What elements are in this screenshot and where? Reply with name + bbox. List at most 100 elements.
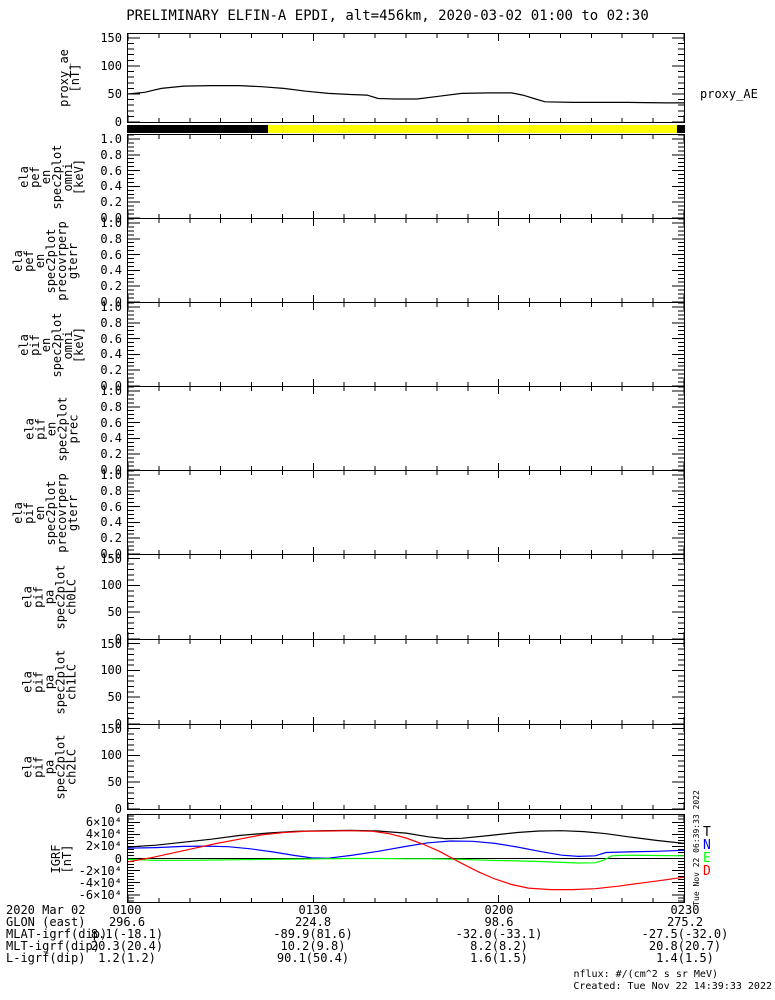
series-T xyxy=(128,829,684,848)
bar-segment xyxy=(676,125,685,133)
y-tick-label: 0 xyxy=(114,632,122,646)
panel-label-line: [nT] xyxy=(60,844,74,873)
y-tick-label: 1.0 xyxy=(100,383,122,398)
axis-row-value: 1.4(1.5) xyxy=(656,951,714,965)
y-tick-label: 0.2 xyxy=(100,447,122,462)
y-tick-label: 2×10⁴ xyxy=(85,839,122,854)
panel-ela_pif_en_spec2plot_omni xyxy=(127,302,685,387)
panel-canvas-ela_pif_en_spec2plot_prec xyxy=(128,387,684,470)
axis-row-value: 296.6 xyxy=(108,915,146,929)
axis-row-value: -89.9(81.6) xyxy=(273,927,353,941)
igrf-legend-entry-E: E xyxy=(703,851,711,866)
panel-proxy_ae xyxy=(127,33,685,123)
y-tick-label: 0.2 xyxy=(100,279,122,294)
y-tick-label: 100 xyxy=(100,578,122,593)
y-tick-label: 1.0 xyxy=(100,467,122,482)
panel-label-igrf: IGRF [nT] xyxy=(49,844,74,873)
series-N xyxy=(128,840,684,859)
y-tick-label: 0.6 xyxy=(100,499,122,514)
y-tick-label: 0.4 xyxy=(100,515,122,530)
panel-label-line: prec xyxy=(66,414,81,443)
y-tick-label: 0.6 xyxy=(100,247,122,262)
axis-row-value: -27.5(-32.0) xyxy=(641,927,729,941)
y-tick-label: 0.2 xyxy=(100,531,122,546)
y-tick-label: 0.4 xyxy=(100,179,122,194)
panel-igrf xyxy=(127,814,685,903)
vertical-timestamp: Tue Nov 22 06:39:33 2022 xyxy=(692,790,701,906)
y-tick-label: 50 xyxy=(107,775,122,790)
axis-row-value: 10.2(9.8) xyxy=(280,939,346,953)
axis-row-label: 2020 Mar 02 xyxy=(6,903,86,917)
panel-label-ela_pif_pa_spec2plot_ch0LC: ela pif pa spec2plot ch0LC xyxy=(21,564,79,629)
page-title: PRELIMINARY ELFIN-A EPDI, alt=456km, 202… xyxy=(126,8,649,24)
panel-label-line: ch2LC xyxy=(64,748,79,786)
panel-label-line: ch1LC xyxy=(64,663,79,701)
panel-label-ela_pif_pa_spec2plot_ch2LC: ela pif pa spec2plot ch2LC xyxy=(21,734,79,799)
panel-canvas-ela_pif_pa_spec2plot_ch2LC xyxy=(128,725,684,809)
y-tick-label: 0.6 xyxy=(100,331,122,346)
y-tick-label: 0.4 xyxy=(100,263,122,278)
y-tick-label: 0.0 xyxy=(100,295,122,309)
y-tick-label: 6×10⁴ xyxy=(85,815,122,830)
y-tick-label: 0.2 xyxy=(100,195,122,210)
axis-row-value: 275.2 xyxy=(666,915,704,929)
y-tick-label: 0.0 xyxy=(100,463,122,477)
panel-label-line: [keV] xyxy=(72,158,86,195)
axis-row-value: 224.8 xyxy=(294,915,332,929)
igrf-legend-entry-D: D xyxy=(703,864,711,879)
y-tick-label: 100 xyxy=(100,58,122,73)
series-D xyxy=(128,830,684,891)
panel-ela_pif_spec2plot_precovrperp_gterr xyxy=(127,470,685,555)
axis-row-value: 98.6 xyxy=(484,915,514,929)
created-timestamp: Created: Tue Nov 22 14:39:33 2022 xyxy=(573,981,772,992)
y-tick-label: 0.4 xyxy=(100,431,122,446)
y-tick-label: 0.0 xyxy=(100,379,122,393)
y-tick-label: 0 xyxy=(114,802,122,816)
panel-label-line: gterr xyxy=(66,242,80,279)
panel-label-line: [nT] xyxy=(68,63,82,93)
y-tick-label: 0.8 xyxy=(100,315,122,330)
axis-row-value: 1.6(1.5) xyxy=(470,951,528,965)
panel-canvas-ela_pef_en_spec2plot_omni xyxy=(128,135,684,218)
panel-ela_pef_en_spec2plot_omni xyxy=(127,134,685,219)
axis-row-value: 0100 xyxy=(112,903,142,917)
y-tick-label: 1.0 xyxy=(100,131,122,146)
panel-label-ela_pef_en_spec2plot_omni: ela pef en spec2plot omni [keV] xyxy=(17,144,86,209)
y-tick-label: 150 xyxy=(100,636,122,651)
y-tick-label: 0.2 xyxy=(100,363,122,378)
panel-canvas-ela_pif_spec2plot_precovrperp_gterr xyxy=(128,471,684,554)
y-tick-label: 0.8 xyxy=(100,399,122,414)
panel-label-ela_pef_spec2plot_precovrperp_gterr: ela pef en spec2plot precovrperp gterr xyxy=(11,221,80,300)
y-tick-label: 0 xyxy=(114,851,122,866)
axis-row-value: -32.0(-33.1) xyxy=(455,927,543,941)
panel-label-ela_pif_en_spec2plot_omni: ela pif en spec2plot omni [keV] xyxy=(17,312,86,377)
panel-label-line: gterr xyxy=(66,494,80,531)
y-tick-label: -4×10⁴ xyxy=(78,875,122,890)
panel-ela_pif_pa_spec2plot_ch0LC xyxy=(127,554,685,640)
series-E xyxy=(128,854,684,864)
axis-row-label: GLON (east) xyxy=(6,915,86,929)
panel-canvas-ela_pef_spec2plot_precovrperp_gterr xyxy=(128,219,684,302)
axis-row-value: 20.3(20.4) xyxy=(90,939,164,953)
axis-row-value: 1.2(1.2) xyxy=(98,951,156,965)
panel-label-ela_pif_spec2plot_precovrperp_gterr: ela pif en spec2plot precovrperp gterr xyxy=(11,473,80,552)
axis-row-value: 0200 xyxy=(484,903,514,917)
bar-segment xyxy=(267,125,677,133)
y-tick-label: 0.0 xyxy=(100,547,122,561)
panel-label-proxy_ae: proxy_ae [nT] xyxy=(57,49,82,107)
panel-label-line: ch0LC xyxy=(64,578,79,616)
y-tick-label: -6×10⁴ xyxy=(78,887,122,902)
panel-ela_pif_pa_spec2plot_ch1LC xyxy=(127,639,685,725)
y-tick-label: 0 xyxy=(114,115,122,129)
axis-row-label: MLAT-igrf(dip) xyxy=(6,927,108,941)
flux-units-note: nflux: #/(cm^2 s sr MeV) xyxy=(573,969,719,980)
panel-fast-segment-bar xyxy=(127,125,685,133)
panel-label-ela_pif_en_spec2plot_prec: ela pif en spec2plot prec xyxy=(23,396,81,461)
igrf-legend-entry-T: T xyxy=(703,825,711,840)
y-tick-label: 0.8 xyxy=(100,147,122,162)
axis-row-label: L-igrf(dip) xyxy=(6,951,86,965)
y-tick-label: 50 xyxy=(107,690,122,705)
panel-canvas-proxy_ae xyxy=(128,34,684,122)
series-proxy_AE xyxy=(128,84,684,104)
